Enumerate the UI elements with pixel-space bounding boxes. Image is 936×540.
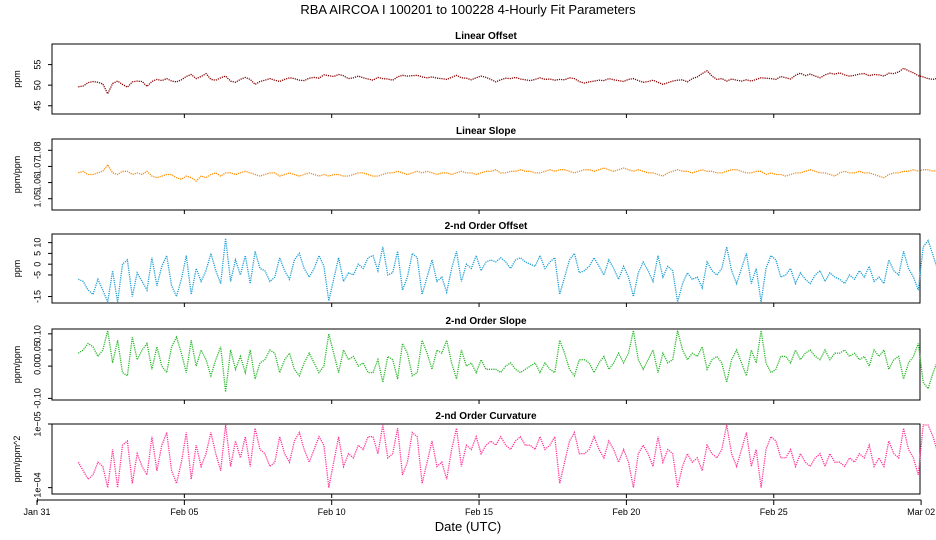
y-tick-label: −1e−04 <box>32 472 42 503</box>
y-tick-label: 1.07 <box>32 158 42 176</box>
y-axis-label: ppm <box>12 260 22 278</box>
x-axis-label: Date (UTC) <box>435 519 501 534</box>
x-tick-label: Jan 31 <box>23 507 50 517</box>
x-tick-label: Mar 02 <box>907 507 935 517</box>
y-tick-label: 0 <box>32 262 42 267</box>
y-tick-label: -15 <box>32 290 42 303</box>
x-tick-label: Feb 25 <box>760 507 788 517</box>
plot-frame <box>51 138 921 211</box>
y-axis-label: ppm/ppm <box>12 346 22 384</box>
series-line <box>78 238 936 305</box>
y-tick-label: 1.08 <box>32 142 42 160</box>
y-tick-label: -0.10 <box>32 388 42 409</box>
x-tick-label: Feb 10 <box>318 507 346 517</box>
plot-frame <box>51 43 921 115</box>
panel-title: 2-nd Order Offset <box>445 221 528 232</box>
panel-4: 2-nd Order Curvature −1e−04 1e−05 ppm/ppm^2 <box>12 411 936 503</box>
y-tick-label: 55 <box>32 60 42 70</box>
panel-2: 2-nd Order Offset -15 -5 0 5 10 ppm <box>12 221 936 307</box>
y-tick-label: 5 <box>32 251 42 256</box>
panel-1: Linear Slope 1.051.061.071.08 ppm/ppm <box>12 126 936 214</box>
y-tick-label: 0.10 <box>32 325 42 343</box>
y-tick-label: 50 <box>32 80 42 90</box>
panel-title: 2-nd Order Slope <box>445 316 527 327</box>
x-tick-label: Feb 05 <box>170 507 198 517</box>
series-line <box>77 424 936 488</box>
series-line <box>78 67 936 96</box>
x-axis: Jan 31 Feb 05 Feb 10 Feb 15 Feb 20 Feb 25 Mar … <box>23 499 935 517</box>
series-line <box>77 330 936 392</box>
plot-frame <box>51 233 921 304</box>
y-tick-label: 10 <box>32 238 42 248</box>
plot-frame <box>51 328 921 401</box>
panel-title: 2-nd Order Curvature <box>435 411 537 422</box>
x-tick-label: Feb 20 <box>612 507 640 517</box>
y-axis-label: ppm/ppm^2 <box>12 436 22 483</box>
y-tick-label: -5 <box>32 271 42 279</box>
y-tick-label: 0.05 <box>32 341 42 359</box>
panel-0: Linear Offset 45 50 55 ppm <box>12 31 936 118</box>
y-tick-label: 1e−05 <box>32 411 42 436</box>
y-tick-label: 1.06 <box>32 174 42 192</box>
y-axis-label: ppm <box>12 70 22 88</box>
y-tick-label: 0.00 <box>32 357 42 375</box>
x-tick-label: Feb 15 <box>465 507 493 517</box>
y-axis-label: ppm/ppm <box>12 156 22 194</box>
y-tick-label: 45 <box>32 101 42 111</box>
y-tick-label: 1.05 <box>32 190 42 208</box>
chart-title: RBA AIRCOA I 100201 to 100228 4-Hourly F… <box>300 2 636 17</box>
panel-3: 2-nd Order Slope -0.10 0.000.050.10 ppm/ppm <box>12 316 936 409</box>
panel-title: Linear Slope <box>456 126 516 137</box>
series-line <box>78 163 936 182</box>
panel-title: Linear Offset <box>455 31 517 42</box>
